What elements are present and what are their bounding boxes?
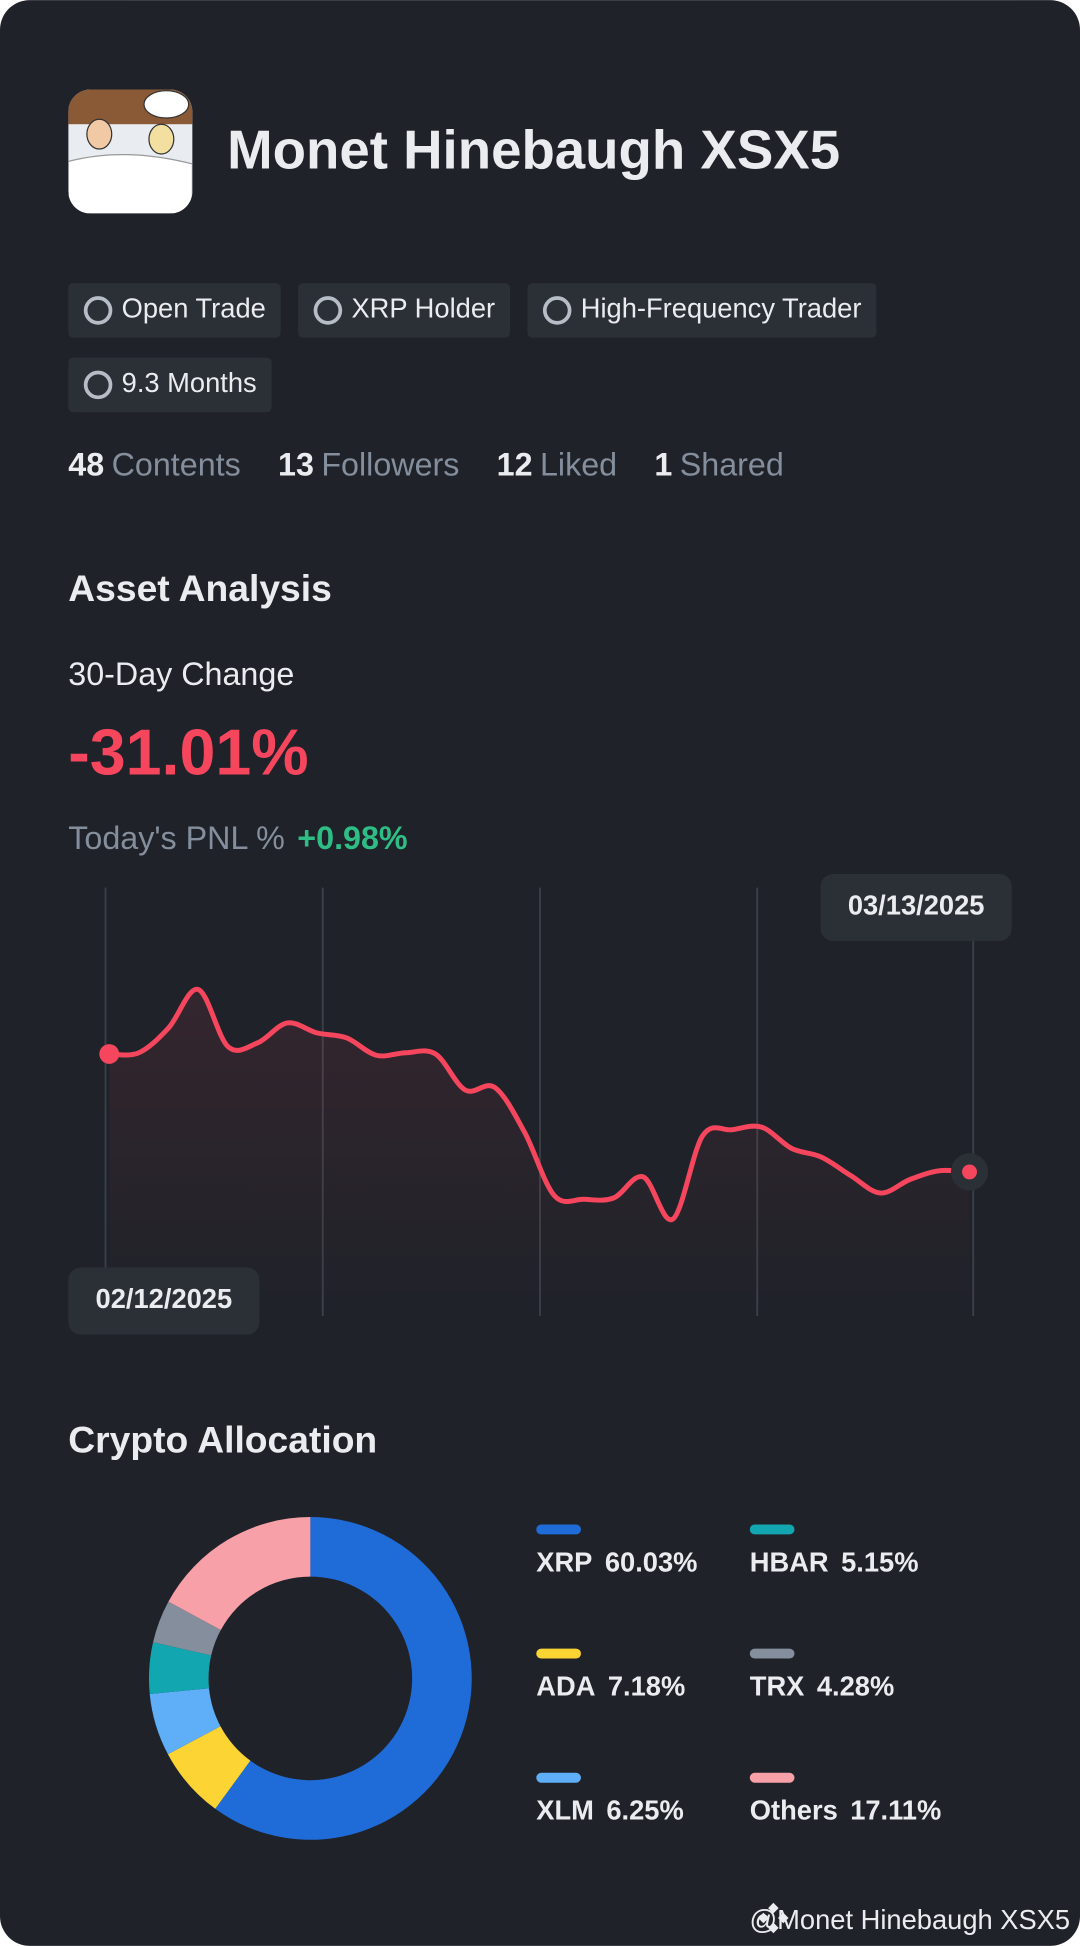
legend-swatch <box>536 1524 581 1535</box>
legend-swatch <box>536 1772 581 1783</box>
profile-name: Monet Hinebaugh XSX5 <box>227 119 840 180</box>
footer-logo <box>758 1902 789 1934</box>
badge-label: XRP Holder <box>351 293 495 324</box>
stat-label: Contents <box>112 446 241 482</box>
avatar <box>68 89 193 214</box>
area-fill <box>109 989 970 1316</box>
section-title: Crypto Allocation <box>68 1418 377 1460</box>
legend-name: HBAR <box>750 1546 829 1577</box>
badge <box>68 283 281 338</box>
donut-segment <box>167 1726 251 1809</box>
legend-swatch <box>749 1648 795 1659</box>
legend-swatch <box>749 1524 795 1535</box>
footer-handle: @Monet Hinebaugh XSX5 <box>749 1904 1070 1935</box>
stat-value: 13 <box>278 446 314 482</box>
badge-label: Open Trade <box>122 293 266 324</box>
badge-label: 9.3 Months <box>122 367 257 398</box>
legend-name: TRX <box>750 1671 805 1702</box>
badge-label: High-Frequency Trader <box>581 293 862 324</box>
end-dot <box>962 1164 977 1180</box>
badge-icon <box>83 296 113 325</box>
start-date: 02/12/2025 <box>96 1283 233 1314</box>
end-date: 03/13/2025 <box>848 890 985 921</box>
donut-segment <box>215 1517 472 1840</box>
stat-value: 12 <box>497 446 533 482</box>
stat-label: Liked <box>540 446 617 482</box>
donut-segment <box>168 1517 311 1630</box>
change-label: 30-Day Change <box>68 656 294 692</box>
stat-label: Followers <box>321 446 459 482</box>
legend-name: ADA <box>536 1671 595 1702</box>
donut-segment <box>149 1688 221 1755</box>
legend-swatch <box>749 1772 795 1783</box>
pnl-line <box>109 986 970 1223</box>
pnl-value: +0.98% <box>297 820 407 856</box>
legend-value: 60.03% <box>605 1546 698 1577</box>
start-dot <box>99 1044 120 1064</box>
badge <box>527 283 877 338</box>
legend-value: 4.28% <box>817 1671 894 1702</box>
badge-icon <box>313 296 343 325</box>
donut-segment <box>148 1642 212 1695</box>
legend-value: 6.25% <box>606 1795 683 1826</box>
badge <box>68 357 272 413</box>
legend-name: XRP <box>536 1546 592 1577</box>
pnl-label: Today's PNL % <box>68 820 285 856</box>
change-value: -31.01% <box>68 716 308 788</box>
legend-value: 17.11% <box>850 1795 941 1826</box>
date-tooltip <box>68 1267 260 1335</box>
legend-name: XLM <box>536 1795 594 1826</box>
legend-swatch <box>536 1648 581 1659</box>
badge <box>298 283 511 338</box>
stat-value: 1 <box>654 446 672 482</box>
legend-value: 5.15% <box>841 1546 918 1577</box>
badge-icon <box>542 296 572 325</box>
section-title: Asset Analysis <box>68 567 332 609</box>
legend-name: Others <box>750 1795 838 1826</box>
stat-label: Shared <box>680 446 784 482</box>
donut-segment <box>153 1601 221 1656</box>
legend-value: 7.18% <box>608 1671 685 1702</box>
stat-value: 48 <box>68 446 104 482</box>
badge-icon <box>83 370 113 400</box>
date-tooltip <box>820 874 1012 942</box>
